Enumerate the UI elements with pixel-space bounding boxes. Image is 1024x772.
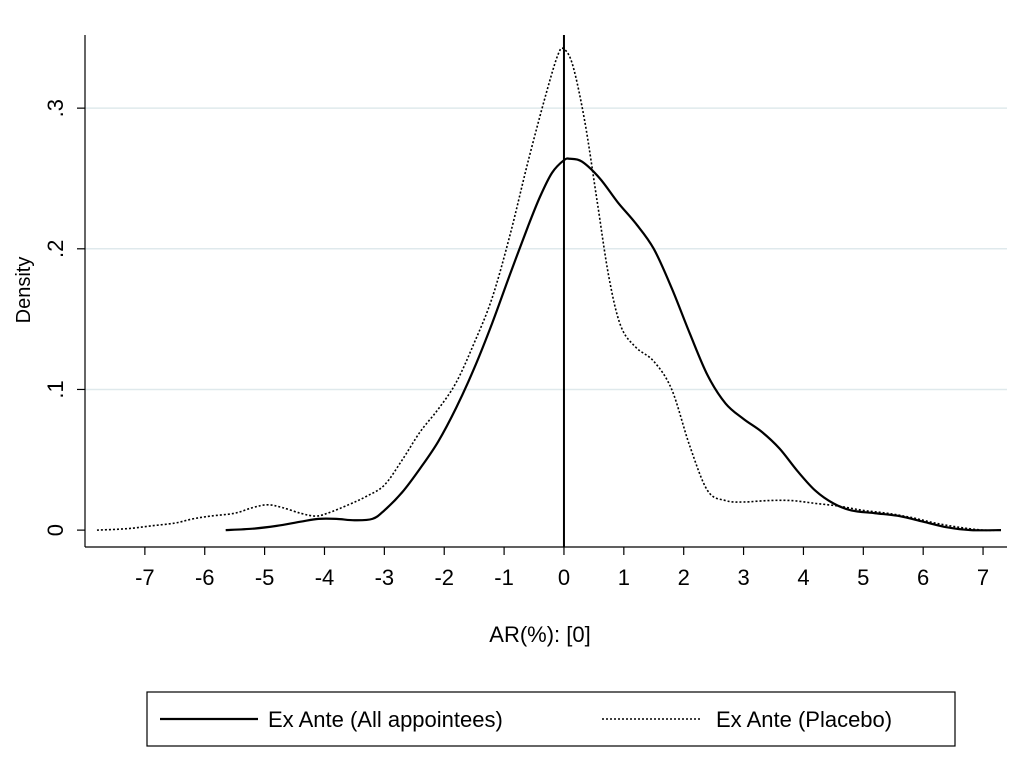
x-tick-label: -3 <box>375 565 395 590</box>
x-tick-label: -1 <box>494 565 514 590</box>
y-tick-label: .1 <box>43 380 68 398</box>
x-tick-label: 2 <box>678 565 690 590</box>
x-tick-label: 1 <box>618 565 630 590</box>
x-tick-label: 5 <box>857 565 869 590</box>
x-tick-label: -7 <box>135 565 155 590</box>
legend-box <box>146 691 956 747</box>
x-tick-label: -4 <box>315 565 335 590</box>
legend: Ex Ante (All appointees) Ex Ante (Placeb… <box>146 691 956 747</box>
series-lines <box>96 47 1002 532</box>
x-tick-label: 0 <box>558 565 570 590</box>
x-tick-label: 3 <box>737 565 749 590</box>
y-tick-label: .2 <box>43 240 68 258</box>
horizontal-gridlines <box>85 107 1007 391</box>
x-tick-label: -2 <box>434 565 454 590</box>
series-line-all-appointees <box>225 157 1002 532</box>
y-tick-label: 0 <box>43 524 68 536</box>
legend-label-all-appointees: Ex Ante (All appointees) <box>268 707 503 732</box>
x-axis-label: AR(%): [0] <box>489 622 590 647</box>
series-line-placebo <box>96 47 1002 532</box>
y-tick-label: .3 <box>43 99 68 117</box>
y-axis-ticks: 0 .1 .2 .3 <box>43 99 85 536</box>
x-tick-label: -5 <box>255 565 275 590</box>
x-axis-ticks: -7 -6 -5 -4 -3 -2 -1 0 1 2 3 4 5 6 7 <box>135 547 989 590</box>
axes <box>84 35 1007 548</box>
x-tick-label: 4 <box>797 565 809 590</box>
legend-label-placebo: Ex Ante (Placebo) <box>716 707 892 732</box>
x-tick-label: 6 <box>917 565 929 590</box>
y-axis-label: Density <box>13 257 35 324</box>
x-tick-label: -6 <box>195 565 215 590</box>
x-tick-label: 7 <box>977 565 989 590</box>
